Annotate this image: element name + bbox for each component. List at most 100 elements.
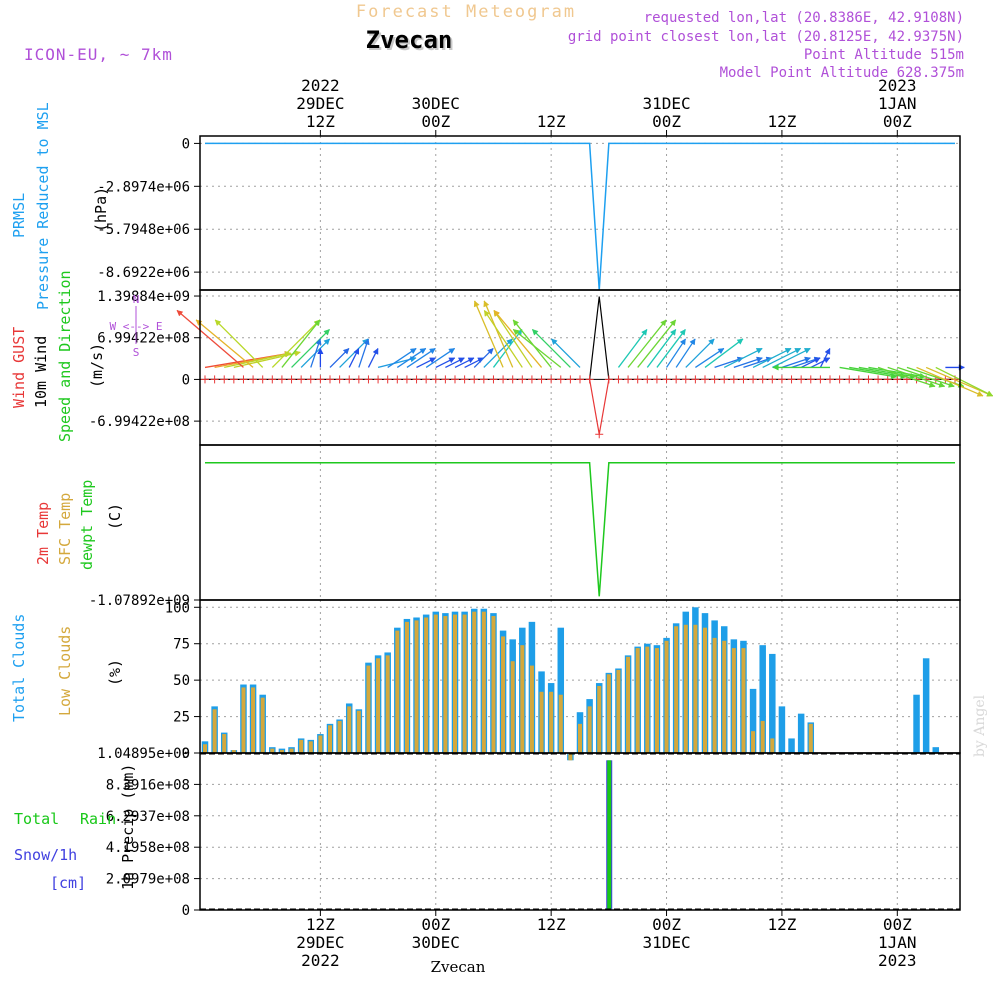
temp-sfc-label: SFC Temp [56,493,74,565]
top-time-label: 30DEC [412,94,460,113]
total-clouds-bar [922,658,930,753]
prmsl-label: PRMSL [10,193,28,238]
wind-arrow-shaft [868,366,926,378]
top-time-label: 2022 [301,76,340,95]
wind-arrow-shaft [195,319,254,368]
wind-arrow-shaft [271,319,321,368]
y-tick-label: 2.0979e+08 [106,872,190,888]
top-time-label: 12Z [306,112,335,131]
low-clouds-bar [491,616,496,753]
wind-arrow-shaft [656,329,686,368]
wind-arrow-head [429,348,436,355]
low-clouds-bar [279,750,284,753]
top-time-label: 1JAN [878,94,917,113]
gust-label: Wind GUST [10,327,28,408]
wind-arrow-head [804,356,811,363]
model-point-altitude: Model Point Altitude 628.375m [720,65,964,81]
wind-arrow-head [679,328,686,336]
wind-arrow-shaft [492,329,523,368]
wind-arrow [810,357,831,369]
wind-arrow [358,338,370,368]
wind-arrow-head [772,364,779,371]
wind-arrow-shaft [551,338,581,368]
low-clouds-bar [654,648,659,753]
wind-arrow [204,351,292,369]
low-clouds-bar [481,611,486,753]
precip-unit-label: 1h Precip (mm) [119,764,137,890]
wind-arrow-head [448,348,456,355]
wind-arrow-shaft [849,366,907,378]
total-clouds-bar [788,738,795,753]
wind-arrow-shaft [493,310,543,368]
wind-arrow-head [803,348,811,354]
low-clouds-bar [731,648,736,753]
wind-arrow-shaft [695,347,725,368]
wind-unit-label: (m/s) [88,343,106,388]
low-clouds-bar [395,630,400,753]
wind-label: 10m Wind [32,336,50,408]
low-clouds-bar [318,735,323,753]
wind-arrow-head [531,329,539,336]
total-clouds-label: Total Clouds [10,614,28,722]
wind-arrow [367,347,379,368]
top-time-label: 00Z [421,112,450,131]
wind-arrow-head [669,328,677,336]
wind-arrow-shaft [637,319,677,368]
low-clouds-bar [683,624,688,753]
wind-arrow [233,350,301,369]
grid-point-coords: grid point closest lon,lat (20.8125E, 42… [568,29,964,45]
y-tick-label: -1.07892e+09 [89,593,190,609]
wind-arrow-shaft [396,347,427,368]
wind-arrow [387,347,417,368]
wind-arrow-head [736,338,744,345]
y-tick-label: 1.39884e+09 [97,289,190,305]
wind-arrow [493,310,543,368]
wind-arrow-shaft [839,366,897,378]
top-time-label: 2023 [878,76,917,95]
top-time-label: 00Z [883,112,912,131]
wind-arrow-head [986,390,994,397]
wind-arrow-shaft [675,338,696,368]
wind-arrow [685,338,715,368]
wind-direction-label: Speed and Direction [56,270,74,442]
wind-arrow [704,338,744,368]
wind-arrow-head [755,348,763,354]
wind-arrow-shaft [214,319,264,368]
wind-arrow-head [689,338,696,346]
footer-station: Zvecan [431,958,486,976]
wind-arrow-shaft [483,338,513,368]
wind-arrow-head [342,348,350,355]
y-tick-label: 25 [173,710,190,726]
wind-arrow-head [813,357,821,364]
wind-arrow-head [473,300,480,308]
wind-arrow [329,347,350,368]
wind-arrow [627,319,667,368]
low-clouds-bar [645,646,650,753]
wind-arrow-shaft [291,328,330,368]
low-clouds-bar [433,614,438,753]
wind-arrow [877,366,936,388]
y-tick-label: -8.6922e+06 [97,265,190,281]
wind-arrow-shaft [406,347,436,368]
y-tick-label: 100 [165,600,190,616]
wind-arrow-head [794,348,802,354]
top-time-label: 31DEC [642,94,690,113]
bottom-time-label: 2023 [878,951,917,970]
wind-arrow-head [429,357,437,364]
low-clouds-bar [568,753,573,761]
super-title: Forecast Meteogram [356,2,576,22]
low-clouds-label: Low Clouds [56,626,74,716]
data-layer [176,142,994,910]
low-clouds-bar [203,744,207,753]
wind-arrow [473,347,494,368]
wind-arrow-head [363,338,370,346]
wind-arrow [617,328,648,368]
wind-arrow [772,347,811,369]
y-tick-label: 1.04895e+09 [97,746,190,762]
y-tick-label: 75 [173,637,190,653]
bottom-time-label: 2022 [301,951,340,970]
wind-arrow [935,366,994,397]
wind-arrow-head [512,329,520,336]
y-tick-label: 8.3916e+08 [106,777,190,793]
